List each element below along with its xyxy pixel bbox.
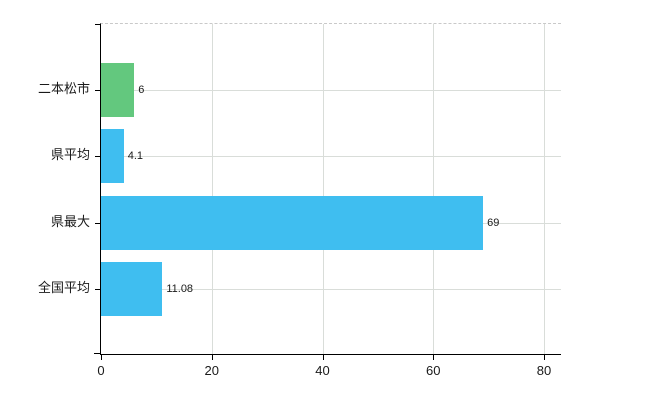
category-label-pref-max: 県最大 bbox=[50, 213, 90, 229]
x-axis-left-extension bbox=[94, 353, 100, 354]
y-axis-tick bbox=[95, 222, 101, 224]
category-label-national-average: 全国平均 bbox=[37, 280, 90, 295]
plot-area: 6 4.1 69 11.08 0 20 40 60 80 bbox=[95, 23, 561, 378]
x-axis-tick bbox=[433, 355, 435, 360]
value-label: 69 bbox=[487, 216, 500, 229]
row-gridline bbox=[101, 289, 561, 290]
row-gridline bbox=[101, 156, 561, 157]
bar-pref-max bbox=[101, 195, 484, 250]
x-tick-label: 0 bbox=[97, 363, 105, 378]
y-axis-tick bbox=[95, 89, 101, 91]
x-gridline bbox=[544, 24, 545, 354]
x-tick-label: 40 bbox=[315, 363, 330, 378]
bar-pref-average bbox=[101, 129, 124, 183]
value-label: 6 bbox=[138, 83, 145, 96]
x-gridline bbox=[211, 24, 213, 354]
x-tick-label: 60 bbox=[426, 363, 441, 378]
x-tick-label: 80 bbox=[536, 363, 552, 378]
x-gridline bbox=[433, 24, 435, 354]
y-axis-tick bbox=[95, 289, 101, 290]
value-label: 4.1 bbox=[127, 150, 143, 162]
category-label-pref-average: 県平均 bbox=[50, 147, 90, 162]
value-label: 11.08 bbox=[166, 283, 194, 295]
x-axis-tick bbox=[211, 355, 213, 360]
x-axis-tick bbox=[322, 355, 324, 360]
x-axis-tick bbox=[544, 355, 545, 360]
y-axis-tick bbox=[95, 24, 101, 25]
bar-national-average bbox=[101, 262, 163, 316]
y-axis-tick bbox=[95, 156, 101, 157]
x-tick-label: 20 bbox=[204, 363, 219, 378]
x-gridline bbox=[322, 24, 324, 354]
category-label-nihonmatsu: 二本松市 bbox=[37, 80, 90, 96]
bar-nihonmatsu bbox=[101, 62, 135, 117]
x-axis-tick bbox=[101, 355, 102, 360]
row-gridline bbox=[101, 89, 561, 91]
